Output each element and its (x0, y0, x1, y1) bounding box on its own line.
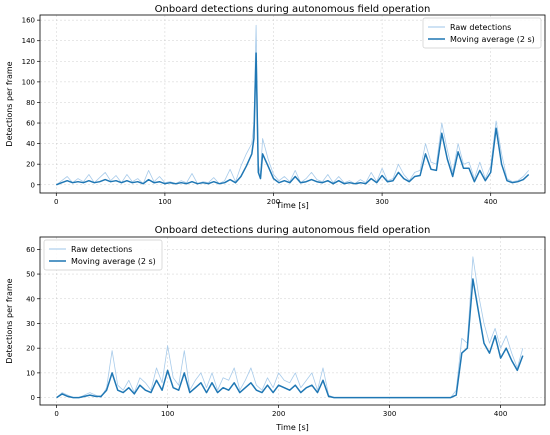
y-tick-label: 60 (26, 120, 35, 128)
y-tick-label: 100 (22, 78, 35, 86)
y-tick-label: 10 (26, 369, 35, 377)
chart-top: 0 100 200 300 400 0 20 40 60 80 100 120 140 160 Onboar… (5, 4, 546, 210)
plot-frame (39, 14, 546, 194)
y-tick-label: 20 (26, 345, 35, 353)
x-tick-label: 400 (484, 198, 497, 206)
x-tick-label: 200 (272, 410, 285, 418)
x-tick-label: 0 (54, 410, 58, 418)
y-tick-label: 0 (31, 394, 35, 402)
y-tick-label: 40 (26, 295, 35, 303)
y-tick-label: 60 (26, 246, 35, 254)
series-line-moving-average (56, 278, 524, 399)
chart-bottom: 0 100 200 300 400 0 10 20 30 40 50 60 Onboard detect… (5, 225, 546, 432)
legend-label: Moving average (2 s) (71, 257, 156, 266)
y-tick-label: 140 (22, 37, 35, 45)
chart-title: Onboard detections during autonomous fie… (155, 225, 431, 236)
x-axis-label: Time [s] (275, 201, 309, 210)
x-tick-label: 300 (375, 198, 388, 206)
y-axis-label: Detections per frame (5, 278, 14, 363)
y-axis-label: Detections per frame (5, 61, 14, 146)
plot-frame (39, 236, 546, 406)
y-tick-label: 160 (22, 17, 35, 25)
series-line-raw (56, 24, 529, 186)
x-tick-label: 200 (267, 198, 280, 206)
y-tick-label: 120 (22, 58, 35, 66)
x-tick-label: 400 (494, 410, 507, 418)
series-line-raw (56, 256, 524, 399)
legend-box (43, 239, 163, 271)
legend-box (422, 17, 542, 49)
series-line-moving-average (56, 52, 530, 186)
x-tick-label: 0 (54, 198, 58, 206)
y-tick-label: 40 (26, 140, 35, 148)
legend-label: Raw detections (450, 23, 511, 32)
y-tick-label: 0 (31, 181, 35, 189)
y-tick-label: 30 (26, 320, 35, 328)
legend-label: Moving average (2 s) (450, 35, 535, 44)
x-tick-label: 100 (158, 198, 171, 206)
chart-title: Onboard detections during autonomous fie… (155, 4, 431, 15)
x-tick-label: 300 (383, 410, 396, 418)
x-tick-label: 100 (161, 410, 174, 418)
legend-label: Raw detections (71, 245, 132, 254)
y-tick-label: 80 (26, 99, 35, 107)
x-axis-label: Time [s] (275, 423, 309, 432)
y-tick-label: 20 (26, 161, 35, 169)
y-tick-label: 50 (26, 271, 35, 279)
